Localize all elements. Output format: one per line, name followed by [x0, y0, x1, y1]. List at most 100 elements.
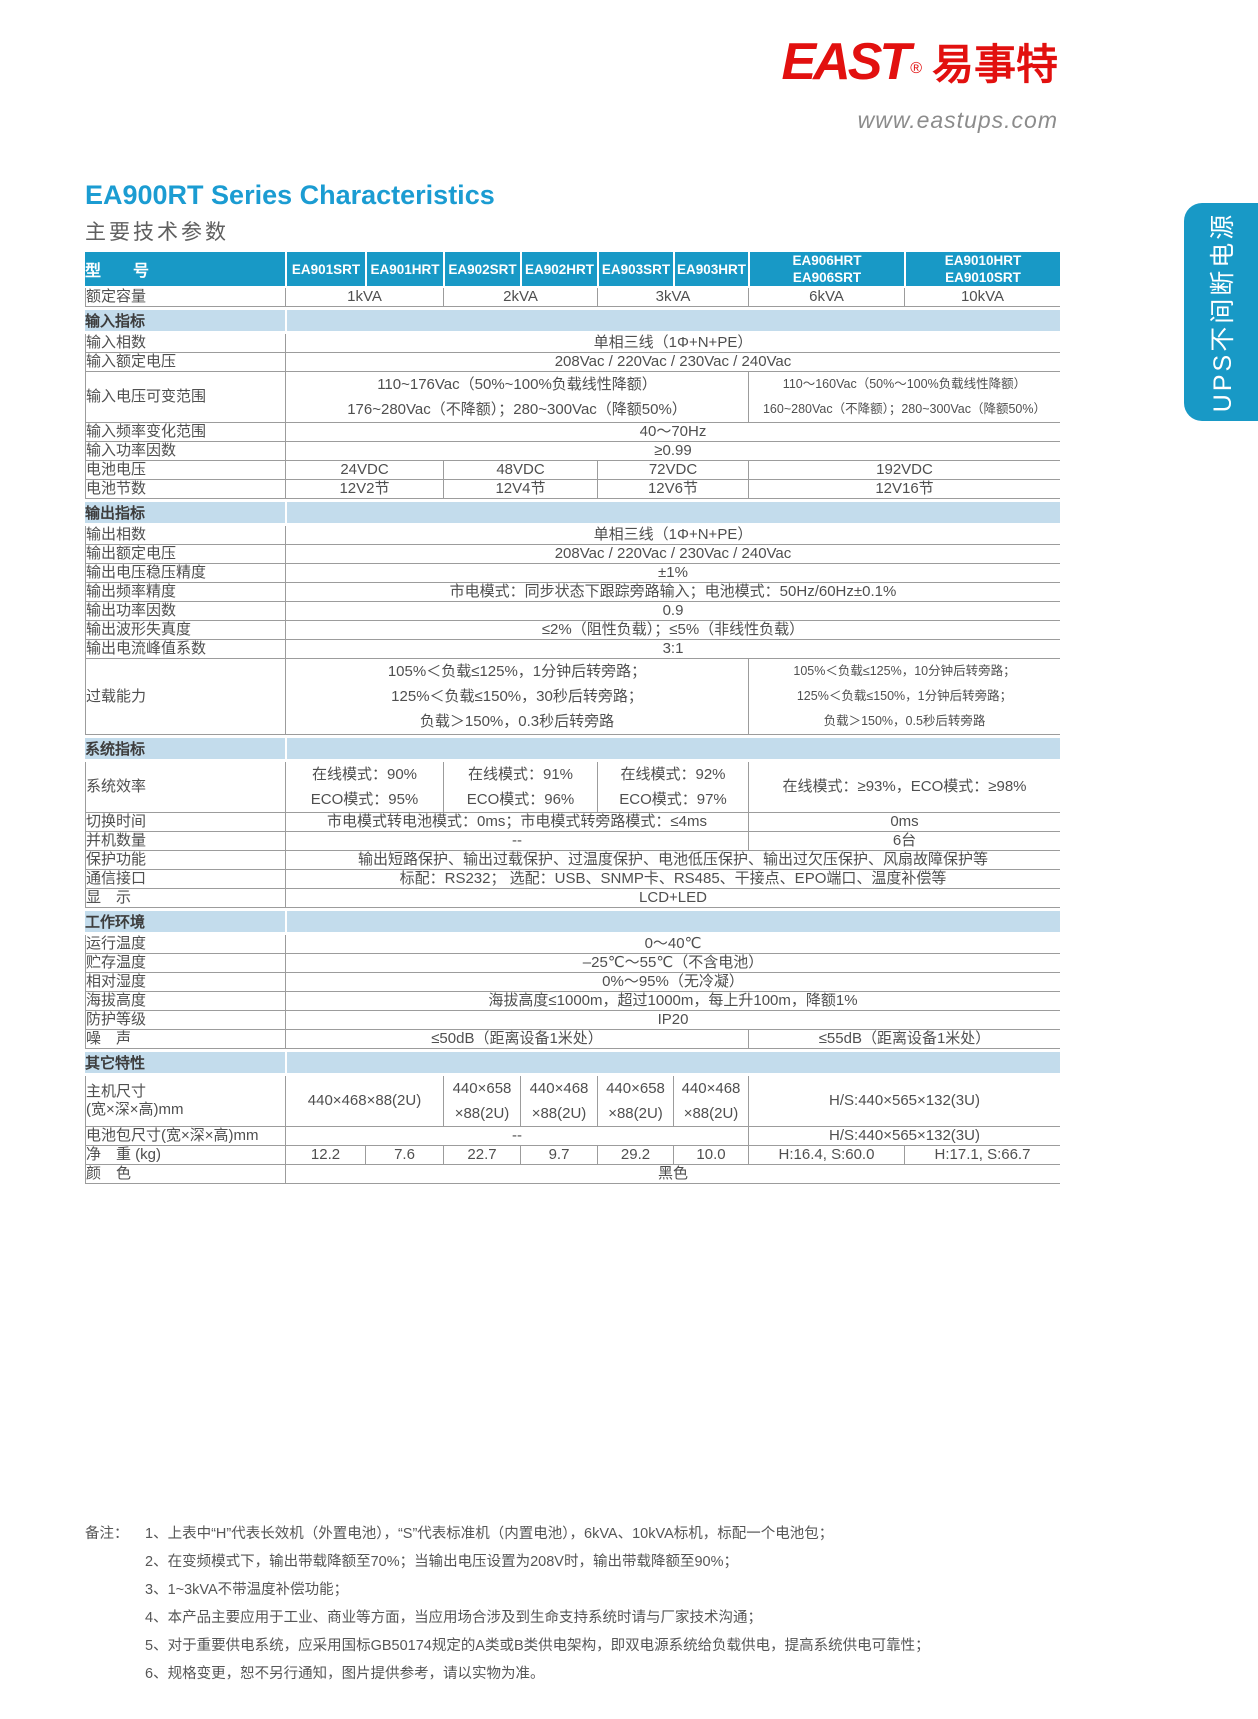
row-label-line: 主机尺寸	[86, 1083, 147, 1100]
cell-input-frequency-range-0: 40～70Hz	[285, 423, 1060, 442]
cell-battery-count-1: 12V4节	[443, 480, 597, 499]
cell-input-power-factor-0: ≥0.99	[285, 442, 1060, 461]
cell-line: 440×658	[452, 1080, 512, 1097]
cell-net-weight-4: 29.2	[597, 1146, 673, 1165]
cell-overload-capacity-1: 105%＜负载≤125%，10分钟后转旁路； 125%＜负载≤150%，1分钟后转…	[748, 659, 1060, 735]
cell-system-efficiency-3: 在线模式：≥93%，ECO模式：≥98%	[748, 762, 1060, 813]
model-name-line: EA9010SRT	[945, 270, 1021, 285]
cell-line: ×88(2U)	[608, 1105, 663, 1122]
table-row-input-phase: 输入相数 单相三线（1Φ+N+PE）	[85, 334, 1060, 353]
table-row-output-frequency-precision: 输出频率精度 市电模式：同步状态下跟踪旁路输入；电池模式：50Hz/60Hz±0.…	[85, 583, 1060, 602]
model-name-line: EA902SRT	[448, 261, 517, 277]
row-label-input-phase: 输入相数	[85, 334, 285, 353]
model-name-line: EA906HRT	[792, 253, 862, 268]
section-band-other-features	[285, 1049, 1060, 1076]
cell-rated-capacity-4: 10kVA	[904, 288, 1060, 307]
cell-rated-capacity-3: 6kVA	[748, 288, 904, 307]
cell-input-voltage-range-1: 110～160Vac（50%～100%负载线性降额） 160~280Vac（不降额…	[748, 372, 1060, 423]
table-row-color: 颜 色黑色	[85, 1165, 1060, 1184]
cell-net-weight-6: H:16.4, S:60.0	[748, 1146, 904, 1165]
cell-net-weight-1: 7.6	[365, 1146, 443, 1165]
row-label-line: (宽×深×高)mm	[86, 1101, 184, 1118]
cell-noise-0: ≤50dB（距离设备1米处）	[285, 1030, 748, 1049]
row-label-protection: 保护功能	[85, 851, 285, 870]
cell-output-voltage-precision-0: ±1%	[285, 564, 1060, 583]
header-model-ea901srt: EA901SRT	[285, 252, 365, 288]
row-label-protection-grade: 防护等级	[85, 1011, 285, 1030]
row-label-altitude: 海拔高度	[85, 992, 285, 1011]
cell-noise-1: ≤55dB（距离设备1米处）	[748, 1030, 1060, 1049]
spec-table: 型 号 EA901SRT EA901HRT EA902SRT EA902HRT EA903…	[85, 252, 1060, 1184]
table-row-overload-capacity: 过载能力 105%＜负载≤125%，1分钟后转旁路； 125%＜负载≤150%，30…	[85, 659, 1060, 735]
cell-unit-dimensions-4: 440×468 ×88(2U)	[673, 1076, 748, 1127]
cell-line: 176~280Vac（不降额）；280~300Vac（降额50%）	[347, 401, 687, 418]
row-label-output-phase: 输出相数	[85, 526, 285, 545]
cell-input-voltage-range-0: 110~176Vac（50%~100%负载线性降额） 176~280Vac（不降额…	[285, 372, 748, 423]
cell-line: 110～160Vac（50%～100%负载线性降额）	[782, 377, 1027, 391]
page-title: EA900RT Series Characteristics	[85, 180, 495, 210]
row-label-input-power-factor: 输入功率因数	[85, 442, 285, 461]
table-header: 型 号 EA901SRT EA901HRT EA902SRT EA902HRT EA903…	[85, 252, 1060, 288]
table-row-rated-capacity: 额定容量 1kVA 2kVA 3kVA 6kVA 10kVA	[85, 288, 1060, 307]
cell-unit-dimensions-1: 440×658 ×88(2U)	[443, 1076, 520, 1127]
cell-system-efficiency-1: 在线模式：91% ECO模式：96%	[443, 762, 597, 813]
header-model-ea9010hrt: EA9010HRT EA9010SRT	[904, 252, 1060, 288]
row-label-output-frequency-precision: 输出频率精度	[85, 583, 285, 602]
section-title-system-spec: 系统指标	[85, 735, 285, 762]
table-row-operating-temperature: 运行温度 0～40℃	[85, 935, 1060, 954]
table-row-storage-temperature: 贮存温度 –25℃～55℃（不含电池）	[85, 954, 1060, 973]
note-item-4: 4、本产品主要应用于工业、商业等方面，当应用场合涉及到生命支持系统时请与厂家技术…	[145, 1610, 763, 1626]
note-item-1: 1、上表中“H”代表长效机（外置电池），“S”代表标准机（内置电池），6kVA、…	[145, 1526, 834, 1542]
header-model-ea901hrt: EA901HRT	[365, 252, 443, 288]
section-band-system-spec	[285, 735, 1060, 762]
table-row-system-efficiency: 系统效率 在线模式：90% ECO模式：95% 在线模式：91% ECO模式：96% 在线…	[85, 762, 1060, 813]
table-row-output-power-factor: 输出功率因数 0.9	[85, 602, 1060, 621]
row-label-storage-temperature: 贮存温度	[85, 954, 285, 973]
model-name-line: EA901SRT	[291, 261, 361, 277]
cell-protection-0: 输出短路保护、输出过载保护、过温度保护、电池低压保护、输出过欠压保护、风扇故障保…	[285, 851, 1060, 870]
cell-battery-count-2: 12V6节	[597, 480, 748, 499]
row-label-system-efficiency: 系统效率	[85, 762, 285, 813]
cell-communication-0: 标配：RS232； 选配：USB、SNMP卡、RS485、干接点、EPO端口、温…	[285, 870, 1060, 889]
cell-battery-pack-dimensions-1: H/S:440×565×132(3U)	[748, 1127, 1060, 1146]
row-label-operating-temperature: 运行温度	[85, 935, 285, 954]
cell-line: 负载＞150%，0.3秒后转旁路	[419, 713, 615, 730]
table-row-parallel-number: 并机数量 -- 6台	[85, 832, 1060, 851]
cell-parallel-number-0: --	[285, 832, 748, 851]
table-row-unit-dimensions: 主机尺寸 (宽×深×高)mm 440×468×88(2U) 440×658 ×88(2U…	[85, 1076, 1060, 1127]
cell-net-weight-2: 22.7	[443, 1146, 520, 1165]
row-label-rated-capacity: 额定容量	[85, 288, 285, 307]
title-block: EA900RT Series Characteristics 主要技术参数	[85, 180, 495, 246]
section-title-environment: 工作环境	[85, 908, 285, 935]
cell-output-power-factor-0: 0.9	[285, 602, 1060, 621]
cell-net-weight-0: 12.2	[285, 1146, 365, 1165]
table-row-input-frequency-range: 输入频率变化范围 40～70Hz	[85, 423, 1060, 442]
note-item-6: 6、规格变更，恕不另行通知，图片提供参考，请以实物为准。	[145, 1666, 545, 1682]
row-label-overload-capacity: 过载能力	[85, 659, 285, 735]
table-row-input-power-factor: 输入功率因数 ≥0.99	[85, 442, 1060, 461]
table-header-row: 型 号 EA901SRT EA901HRT EA902SRT EA902HRT EA903…	[85, 252, 1060, 288]
section-row-input-spec: 输入指标	[85, 307, 1060, 334]
row-label-display: 显 示	[85, 889, 285, 908]
cell-unit-dimensions-0: 440×468×88(2U)	[285, 1076, 443, 1127]
header-model-label: 型 号	[85, 252, 285, 288]
cell-net-weight-3: 9.7	[520, 1146, 597, 1165]
row-label-output-voltage-precision: 输出电压稳压精度	[85, 564, 285, 583]
section-title-input-spec: 输入指标	[85, 307, 285, 334]
model-name-line: EA9010HRT	[944, 253, 1022, 268]
note-item-2: 2、在变频模式下，输出带载降额至70%；当输出电压设置为208V时，输出带载降额…	[145, 1554, 738, 1570]
row-label-output-rated-voltage: 输出额定电压	[85, 545, 285, 564]
cell-output-rated-voltage-0: 208Vac / 220Vac / 230Vac / 240Vac	[285, 545, 1060, 564]
table-row-input-voltage-range: 输入电压可变范围 110~176Vac（50%~100%负载线性降额） 176~28…	[85, 372, 1060, 423]
row-label-input-frequency-range: 输入频率变化范围	[85, 423, 285, 442]
section-row-system-spec: 系统指标	[85, 735, 1060, 762]
cell-battery-voltage-1: 48VDC	[443, 461, 597, 480]
cell-altitude-0: 海拔高度≤1000m，超过1000m，每上升100m，降额1%	[285, 992, 1060, 1011]
cell-output-frequency-precision-0: 市电模式：同步状态下跟踪旁路输入；电池模式：50Hz/60Hz±0.1%	[285, 583, 1060, 602]
cell-transfer-time-0: 市电模式转电池模式：0ms；市电模式转旁路模式：≤4ms	[285, 813, 748, 832]
cell-operating-temperature-0: 0～40℃	[285, 935, 1060, 954]
side-tab-label: UPS不间断电源	[1209, 211, 1237, 413]
cell-battery-count-0: 12V2节	[285, 480, 443, 499]
table-row-communication: 通信接口 标配：RS232； 选配：USB、SNMP卡、RS485、干接点、EPO…	[85, 870, 1060, 889]
section-band-environment	[285, 908, 1060, 935]
